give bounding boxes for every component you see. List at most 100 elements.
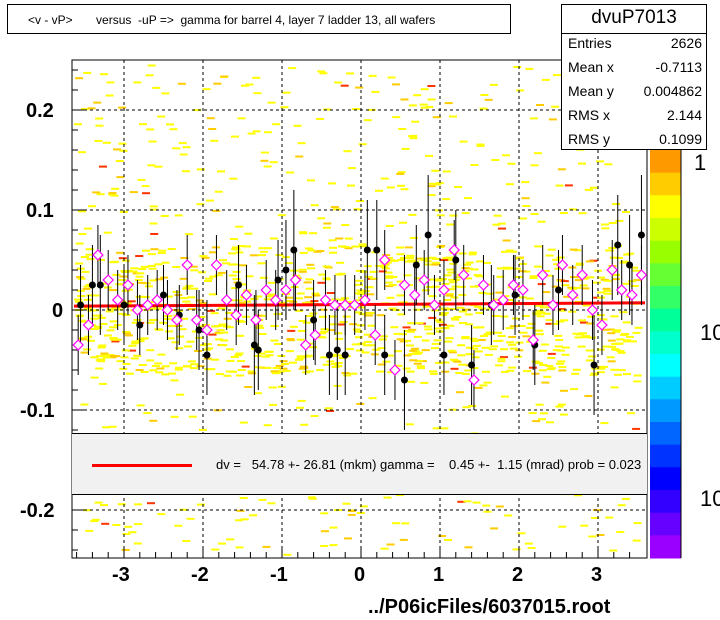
scatter-cell: [154, 362, 163, 365]
scatter-cell: [243, 245, 251, 248]
scatter-cell: [113, 338, 122, 341]
scatter-cell: [504, 514, 513, 517]
scatter-cell: [97, 346, 106, 349]
scatter-cell: [198, 428, 207, 431]
profile-open-marker: [250, 314, 262, 326]
scatter-cell: [128, 531, 137, 534]
scatter-cell: [436, 214, 445, 217]
profile-filled-point: [88, 281, 96, 289]
scatter-cell: [304, 296, 313, 299]
scatter-cell: [259, 250, 268, 253]
scatter-cell: [367, 108, 376, 111]
scatter-cell: [343, 150, 352, 153]
scatter-cell: [509, 347, 518, 350]
file-path-label: ../P06icFiles/6037015.root: [368, 596, 611, 618]
scatter-cell: [312, 294, 321, 297]
scatter-cell: [232, 248, 241, 251]
scatter-cell: [85, 529, 94, 532]
scatter-cell: [95, 124, 104, 127]
scatter-cell: [445, 293, 454, 296]
scatter-cell: [363, 333, 372, 336]
scatter-cell: [551, 105, 560, 108]
profile-open-marker: [536, 269, 549, 281]
scatter-cell: [164, 295, 173, 298]
color-scale: [650, 150, 682, 559]
scatter-cell: [264, 131, 272, 134]
scatter-cell: [392, 83, 401, 86]
profile-open-marker: [102, 274, 114, 286]
color-scale-bin: [650, 354, 681, 378]
scatter-cell: [347, 167, 356, 170]
scatter-cell: [435, 182, 444, 185]
scatter-cell: [272, 123, 281, 126]
scatter-cell: [353, 208, 362, 211]
y-tick-label: 0.2: [26, 100, 54, 122]
scatter-cell: [596, 314, 605, 317]
scatter-cell: [290, 286, 299, 289]
scatter-cell: [480, 335, 489, 337]
scatter-cell: [94, 140, 103, 142]
profile-open-marker: [448, 244, 461, 256]
scatter-cell: [578, 162, 586, 165]
scatter-cell: [425, 154, 433, 157]
scatter-cell: [596, 534, 605, 536]
scatter-cell: [172, 266, 181, 268]
scatter-cell: [580, 321, 588, 324]
scatter-cell: [400, 98, 409, 101]
scatter-cell: [234, 354, 243, 357]
scatter-cell: [307, 179, 315, 182]
scatter-cell: [74, 123, 83, 126]
scatter-cell: [401, 522, 410, 525]
scatter-cell: [351, 245, 360, 248]
profile-filled-point: [637, 231, 645, 239]
scatter-cell: [124, 334, 133, 337]
profile-filled-point: [400, 376, 408, 384]
scatter-cell: [133, 81, 142, 84]
scatter-cell: [445, 337, 454, 340]
scatter-cell: [121, 289, 130, 292]
scatter-cell: [297, 399, 306, 402]
scatter-cell: [174, 524, 183, 527]
scatter-cell: [369, 270, 378, 273]
scatter-cell: [463, 500, 472, 503]
scatter-cell: [541, 78, 550, 81]
scatter-cell: [206, 199, 214, 202]
scatter-cell: [376, 370, 384, 373]
scatter-cell: [188, 308, 196, 311]
scatter-cell: [269, 237, 278, 240]
scatter-cell: [329, 251, 337, 254]
scatter-cell: [559, 413, 568, 416]
scatter-cell: [322, 226, 331, 229]
scatter-cell: [196, 365, 205, 368]
scatter-cell: [616, 338, 625, 341]
scatter-cell: [611, 348, 620, 351]
scatter-cell: [130, 357, 139, 360]
scatter-cell: [366, 293, 375, 296]
profile-filled-point: [614, 241, 622, 249]
scatter-cell: [316, 250, 325, 252]
scatter-cell: [151, 365, 160, 367]
scatter-cell: [181, 170, 190, 173]
scatter-cell: [463, 263, 471, 266]
scatter-cell: [238, 283, 247, 286]
scatter-cell: [237, 245, 246, 248]
profile-open-marker: [329, 299, 341, 311]
scatter-cell: [448, 351, 457, 354]
scatter-cell: [182, 540, 191, 542]
scatter-cell: [177, 82, 186, 85]
scatter-cell: [83, 71, 92, 74]
scatter-cell: [254, 295, 263, 298]
scatter-cell: [264, 350, 273, 353]
profile-filled-point: [440, 351, 448, 359]
scatter-cell: [596, 160, 605, 163]
scatter-cell: [320, 545, 329, 547]
scatter-cell: [392, 116, 401, 119]
scatter-cell: [605, 516, 614, 519]
profile-open-marker: [190, 314, 203, 326]
scatter-cell: [371, 90, 380, 93]
scatter-cell: [426, 286, 434, 289]
profile-open-marker: [408, 289, 421, 301]
scatter-cell: [112, 273, 121, 276]
scatter-cell: [363, 340, 372, 343]
x-tick-label: -1: [270, 564, 288, 586]
